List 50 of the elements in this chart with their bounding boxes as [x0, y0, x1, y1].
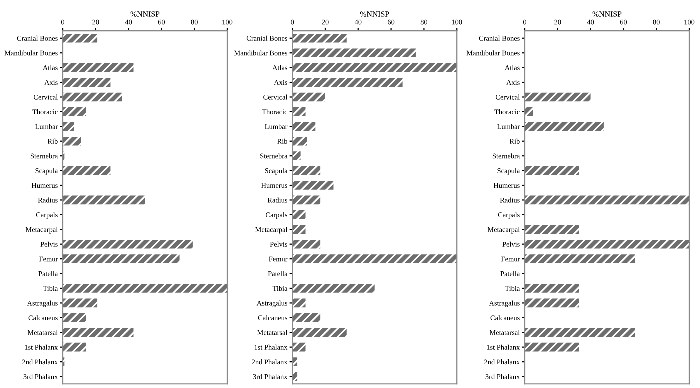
bar — [292, 122, 316, 132]
bar — [63, 328, 134, 338]
bar — [525, 122, 604, 132]
bar — [63, 122, 75, 132]
bar — [525, 284, 580, 293]
bar — [292, 152, 301, 161]
bar — [292, 240, 321, 249]
bar — [292, 210, 306, 220]
bar — [63, 298, 98, 308]
bar — [292, 181, 334, 190]
bar — [292, 63, 458, 72]
bar — [525, 342, 580, 352]
bar — [292, 78, 403, 87]
bar — [525, 240, 690, 249]
bar — [63, 34, 98, 43]
bar — [63, 314, 86, 322]
bar — [292, 48, 416, 58]
bar — [63, 166, 111, 176]
bar — [292, 136, 308, 146]
bar — [292, 92, 326, 102]
bar — [63, 240, 193, 249]
bar — [525, 254, 636, 264]
bar — [63, 136, 82, 146]
bar — [525, 196, 690, 205]
bar — [292, 254, 458, 264]
bar — [292, 196, 321, 205]
bar — [525, 166, 580, 176]
bar — [63, 78, 111, 87]
bar — [292, 314, 321, 322]
bar — [292, 342, 306, 352]
bar — [292, 328, 347, 338]
bar — [63, 92, 122, 102]
bar — [63, 108, 86, 116]
bar — [292, 284, 375, 293]
bar — [63, 196, 146, 205]
bar — [525, 225, 580, 234]
bar — [63, 63, 134, 72]
bar — [292, 225, 306, 234]
bar — [292, 34, 347, 43]
bar — [292, 108, 306, 116]
bar — [525, 328, 636, 338]
bar — [63, 342, 86, 352]
bar — [525, 108, 534, 116]
bar — [63, 284, 228, 293]
bar — [63, 254, 180, 264]
bar — [292, 166, 321, 176]
bar — [525, 298, 580, 308]
bar — [292, 358, 298, 366]
bar — [292, 298, 306, 308]
bar — [525, 92, 591, 102]
